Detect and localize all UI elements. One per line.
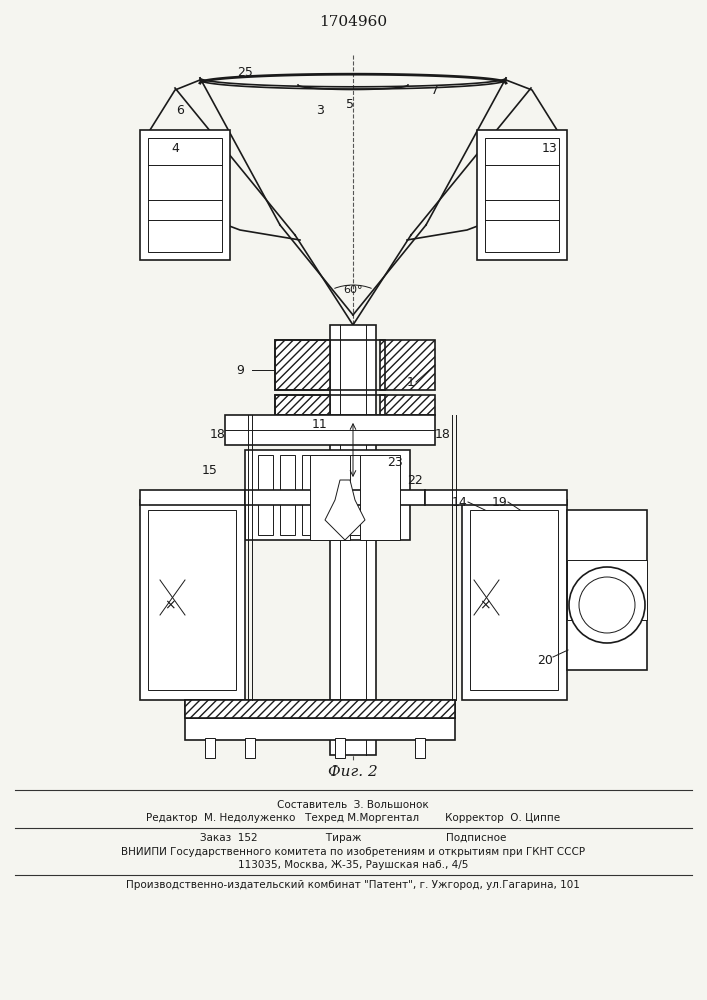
Bar [324, 455, 339, 535]
Bar [302, 455, 317, 535]
Bar [225, 415, 435, 445]
Bar [335, 490, 425, 505]
Bar [245, 450, 410, 540]
Bar [140, 130, 230, 260]
Bar [330, 325, 376, 755]
Bar [567, 560, 647, 620]
Bar [185, 700, 455, 718]
Bar [368, 455, 383, 535]
Bar [280, 455, 295, 535]
Text: 11: 11 [312, 418, 328, 432]
Text: Составитель  З. Вольшонок: Составитель З. Вольшонок [277, 800, 429, 810]
Circle shape [579, 577, 635, 633]
Bar [205, 738, 215, 758]
Text: 1704960: 1704960 [319, 15, 387, 29]
Bar [462, 500, 567, 700]
Text: 113035, Москва, Ж-35, Раушская наб., 4/5: 113035, Москва, Ж-35, Раушская наб., 4/5 [238, 860, 468, 870]
Bar [245, 738, 255, 758]
Bar [477, 130, 567, 260]
Text: Заказ  152                     Тираж                          Подписное: Заказ 152 Тираж Подписное [200, 833, 506, 843]
Bar [148, 510, 236, 690]
Text: 23: 23 [387, 456, 403, 468]
Text: 19: 19 [492, 495, 508, 508]
Text: 22: 22 [407, 474, 423, 487]
Text: 6: 6 [176, 104, 184, 116]
Text: 7: 7 [431, 84, 439, 97]
Text: 14: 14 [452, 495, 468, 508]
Text: 18: 18 [210, 428, 226, 442]
Text: 20: 20 [537, 654, 553, 666]
Text: 1: 1 [407, 375, 415, 388]
Bar [258, 455, 273, 535]
Bar [140, 500, 245, 700]
Text: Фиг. 2: Фиг. 2 [328, 765, 378, 779]
Bar [275, 395, 385, 415]
Text: 25: 25 [237, 66, 253, 79]
Text: 9: 9 [236, 363, 244, 376]
Text: 3: 3 [316, 104, 324, 116]
Bar [335, 738, 345, 758]
Text: ×: × [164, 598, 176, 612]
Circle shape [569, 567, 645, 643]
Text: 13: 13 [542, 141, 558, 154]
Bar [380, 395, 435, 415]
Text: 4: 4 [171, 141, 179, 154]
Bar [485, 138, 559, 252]
Polygon shape [325, 480, 365, 540]
Text: 18: 18 [435, 428, 451, 442]
Bar [567, 510, 647, 670]
Text: Редактор  М. Недолуженко   Техред М.Моргентал        Корректор  О. Циппе: Редактор М. Недолуженко Техред М.Моргент… [146, 813, 560, 823]
Bar [380, 340, 435, 390]
Text: 5: 5 [346, 99, 354, 111]
Bar [275, 395, 330, 415]
Bar [310, 455, 350, 540]
Bar [415, 738, 425, 758]
Bar [425, 490, 567, 505]
Text: ×: × [479, 598, 491, 612]
Bar [185, 700, 455, 740]
Bar [275, 340, 330, 390]
Bar [360, 455, 400, 540]
Bar [470, 510, 558, 690]
Text: ВНИИПИ Государственного комитета по изобретениям и открытиям при ГКНТ СССР: ВНИИПИ Государственного комитета по изоб… [121, 847, 585, 857]
Text: 60°: 60° [344, 285, 363, 295]
Bar [245, 490, 335, 505]
Bar [140, 490, 245, 505]
Bar [275, 340, 385, 390]
Text: Производственно-издательский комбинат "Патент", г. Ужгород, ул.Гагарина, 101: Производственно-издательский комбинат "П… [126, 880, 580, 890]
Bar [346, 455, 361, 535]
Text: 15: 15 [202, 464, 218, 477]
Bar [148, 138, 222, 252]
